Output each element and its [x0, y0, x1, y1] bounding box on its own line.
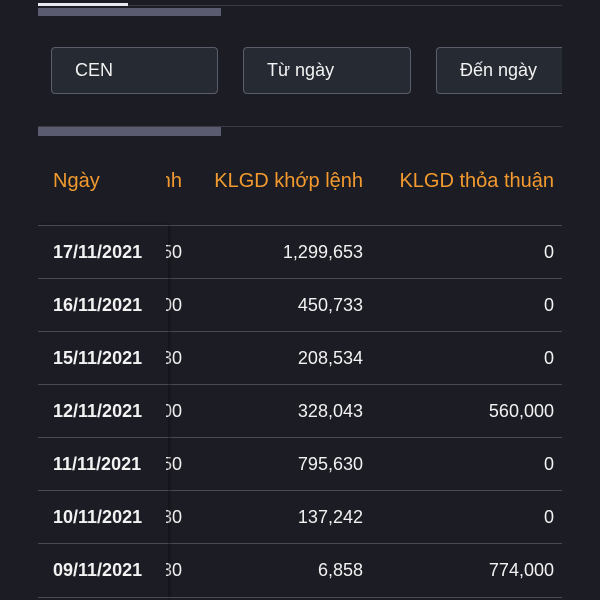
cell-deal-volume: 560,000 [488, 401, 554, 421]
to-date-input[interactable]: Đến ngày [436, 47, 562, 94]
stock-code-input[interactable]: CEN [51, 47, 218, 94]
header-match-volume[interactable]: KLGD khớp lệnh [214, 170, 363, 192]
cell-match-volume: 208,534 [297, 348, 363, 368]
table-bottom-border [38, 597, 562, 598]
tab-track [38, 5, 562, 6]
table-row: 17/11/2021 50 1,299,653 0 [38, 225, 562, 278]
header-date[interactable]: Ngày [53, 170, 100, 192]
cell-deal-volume: 774,000 [488, 560, 554, 580]
cell-date: 15/11/2021 [53, 348, 143, 368]
table-scroll-track [38, 126, 562, 127]
active-tab-underline[interactable] [38, 3, 128, 6]
table-row: 10/11/2021 30 137,242 0 [38, 490, 562, 543]
cell-date: 16/11/2021 [53, 295, 143, 315]
table-scroll-thumb[interactable] [38, 127, 221, 136]
cell-partial: 30 [166, 560, 182, 580]
cell-match-volume: 6,858 [317, 560, 363, 580]
table-row: 16/11/2021 00 450,733 0 [38, 278, 562, 331]
cell-deal-volume: 0 [543, 295, 554, 315]
table-body: 17/11/2021 50 1,299,653 0 16/11/2021 00 … [38, 225, 562, 596]
table-row: 11/11/2021 50 795,630 0 [38, 437, 562, 490]
cell-match-volume: 137,242 [297, 507, 363, 527]
cell-partial: 00 [166, 401, 182, 421]
cell-match-volume: 328,043 [297, 401, 363, 421]
tab-strip [38, 0, 562, 16]
header-deal-volume[interactable]: KLGD thỏa thuận [399, 170, 554, 192]
cell-date: 17/11/2021 [53, 242, 143, 262]
cell-deal-volume: 0 [543, 507, 554, 527]
cell-date: 09/11/2021 [53, 560, 143, 580]
from-date-input[interactable]: Từ ngày [243, 47, 411, 94]
table-row: 15/11/2021 30 208,534 0 [38, 331, 562, 384]
cell-partial: 30 [166, 507, 182, 527]
cell-date: 12/11/2021 [53, 401, 143, 421]
cell-partial: 00 [166, 295, 182, 315]
table-header: Ngày nh KLGD khớp lệnh KLGD thỏa thuận [38, 137, 562, 225]
tab-scroll-indicator [38, 8, 221, 16]
cell-partial: 50 [166, 454, 182, 474]
cell-match-volume: 1,299,653 [282, 242, 363, 262]
trading-history-table: Ngày nh KLGD khớp lệnh KLGD thỏa thuận 1… [38, 137, 562, 596]
header-partial-column[interactable]: nh [166, 170, 182, 192]
table-row: 12/11/2021 00 328,043 560,000 [38, 384, 562, 437]
cell-deal-volume: 0 [543, 242, 554, 262]
cell-date: 10/11/2021 [53, 507, 143, 527]
cell-match-volume: 795,630 [297, 454, 363, 474]
cell-date: 11/11/2021 [53, 454, 142, 474]
cell-partial: 50 [166, 242, 182, 262]
table-row: 09/11/2021 30 6,858 774,000 [38, 543, 562, 596]
cell-partial: 30 [166, 348, 182, 368]
cell-deal-volume: 0 [543, 454, 554, 474]
cell-deal-volume: 0 [543, 348, 554, 368]
cell-match-volume: 450,733 [297, 295, 363, 315]
